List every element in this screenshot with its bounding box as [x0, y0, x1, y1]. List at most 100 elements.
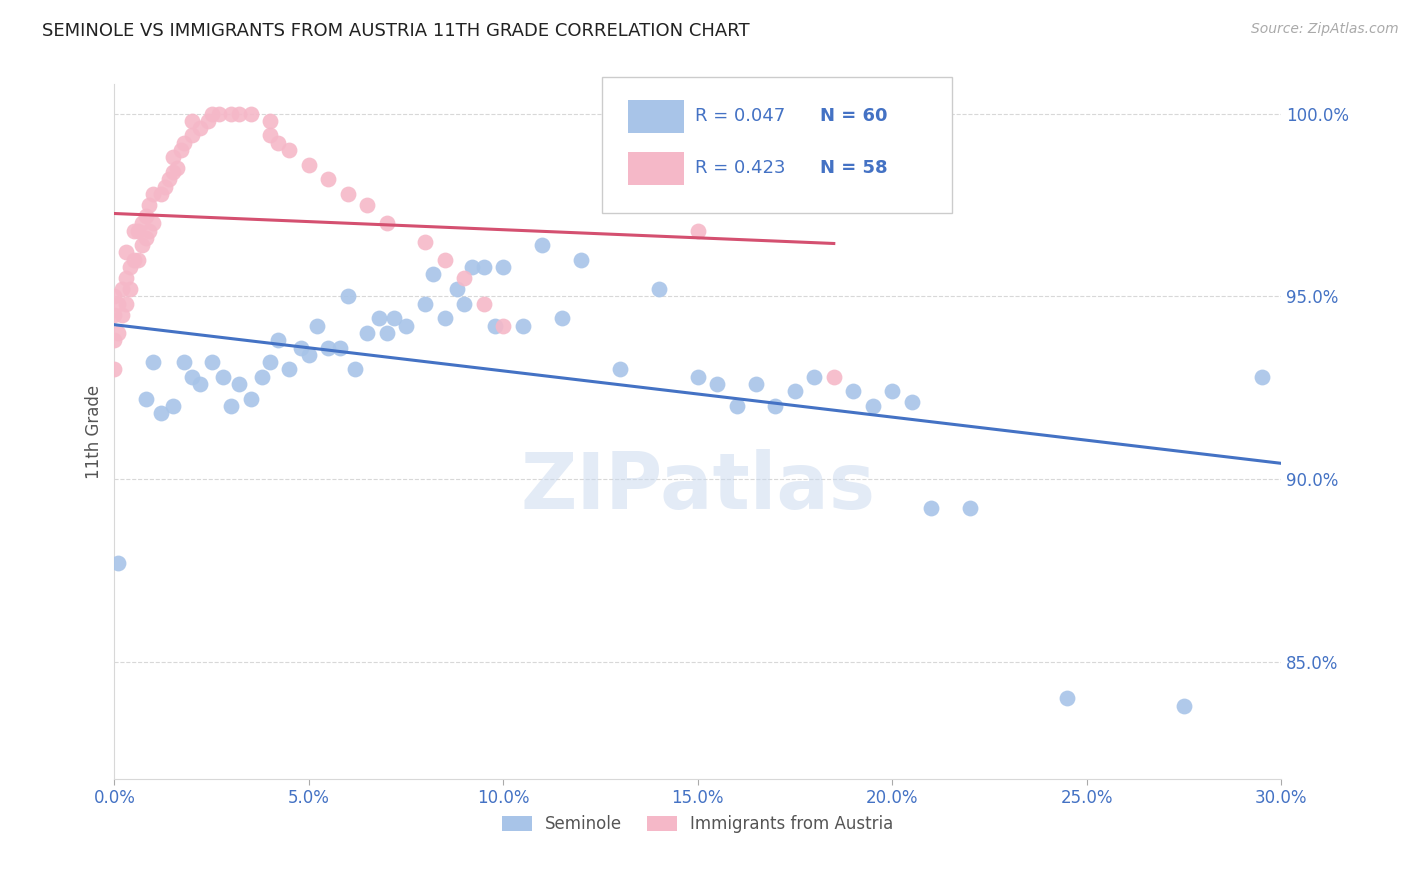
Point: [103, 362, 125, 376]
Text: N = 58: N = 58: [820, 159, 887, 177]
Point: [157, 172, 180, 186]
FancyBboxPatch shape: [602, 78, 952, 213]
Point: [138, 223, 160, 237]
Point: [415, 235, 437, 249]
Point: [142, 186, 165, 201]
Point: [305, 318, 328, 333]
Point: [1173, 698, 1195, 713]
Point: [150, 406, 173, 420]
Point: [188, 121, 211, 136]
Text: SEMINOLE VS IMMIGRANTS FROM AUSTRIA 11TH GRADE CORRELATION CHART: SEMINOLE VS IMMIGRANTS FROM AUSTRIA 11TH…: [42, 22, 749, 40]
Point: [162, 165, 184, 179]
Bar: [627, 100, 683, 133]
Point: [461, 260, 484, 274]
Point: [531, 238, 554, 252]
Y-axis label: 11th Grade: 11th Grade: [86, 384, 103, 479]
Point: [298, 158, 321, 172]
Point: [329, 341, 352, 355]
Point: [201, 106, 224, 120]
Text: R = 0.423: R = 0.423: [696, 159, 786, 177]
Point: [259, 114, 281, 128]
Point: [134, 392, 156, 406]
Point: [415, 296, 437, 310]
Point: [550, 311, 572, 326]
Point: [111, 282, 134, 296]
Point: [278, 143, 301, 157]
Point: [492, 260, 515, 274]
Legend: Seminole, Immigrants from Austria: Seminole, Immigrants from Austria: [502, 815, 894, 833]
Point: [127, 252, 149, 267]
Point: [686, 369, 709, 384]
Point: [107, 326, 129, 340]
Point: [250, 369, 273, 384]
Point: [375, 216, 398, 230]
Point: [173, 136, 195, 150]
Point: [453, 271, 475, 285]
Point: [201, 355, 224, 369]
Point: [706, 377, 728, 392]
Point: [484, 318, 506, 333]
Point: [765, 399, 787, 413]
Point: [259, 128, 281, 143]
Point: [197, 114, 219, 128]
Point: [228, 106, 250, 120]
Point: [648, 282, 671, 296]
Point: [823, 369, 845, 384]
Point: [433, 311, 456, 326]
Point: [336, 289, 359, 303]
Text: ZIPatlas: ZIPatlas: [520, 450, 875, 525]
Point: [122, 223, 145, 237]
Point: [131, 238, 153, 252]
Point: [316, 341, 339, 355]
Point: [569, 252, 592, 267]
Point: [111, 308, 134, 322]
Point: [920, 501, 942, 516]
Point: [127, 223, 149, 237]
Point: [219, 399, 242, 413]
Point: [134, 209, 156, 223]
Point: [959, 501, 981, 516]
Point: [166, 161, 188, 176]
Text: N = 60: N = 60: [820, 106, 887, 125]
Point: [745, 377, 768, 392]
Point: [107, 296, 129, 310]
Point: [115, 271, 138, 285]
Point: [103, 289, 125, 303]
Point: [103, 333, 125, 347]
Point: [609, 362, 631, 376]
Point: [131, 216, 153, 230]
Point: [103, 308, 125, 322]
Point: [188, 377, 211, 392]
Point: [344, 362, 367, 376]
Point: [336, 186, 359, 201]
Text: R = 0.047: R = 0.047: [696, 106, 786, 125]
Bar: [627, 152, 683, 185]
Point: [181, 128, 204, 143]
Point: [356, 326, 378, 340]
Point: [783, 384, 806, 399]
Point: [118, 282, 141, 296]
Point: [395, 318, 418, 333]
Point: [472, 260, 495, 274]
Point: [212, 369, 235, 384]
Point: [219, 106, 242, 120]
Point: [115, 245, 138, 260]
Point: [375, 326, 398, 340]
Point: [512, 318, 534, 333]
Point: [107, 556, 129, 570]
Text: Source: ZipAtlas.com: Source: ZipAtlas.com: [1251, 22, 1399, 37]
Point: [367, 311, 389, 326]
Point: [900, 395, 922, 409]
Point: [134, 231, 156, 245]
Point: [316, 172, 339, 186]
Point: [115, 296, 138, 310]
Point: [382, 311, 405, 326]
Point: [1056, 691, 1078, 706]
Point: [181, 114, 204, 128]
Point: [169, 143, 191, 157]
Point: [239, 106, 262, 120]
Point: [298, 348, 321, 362]
Point: [239, 392, 262, 406]
Point: [228, 377, 250, 392]
Point: [138, 198, 160, 212]
